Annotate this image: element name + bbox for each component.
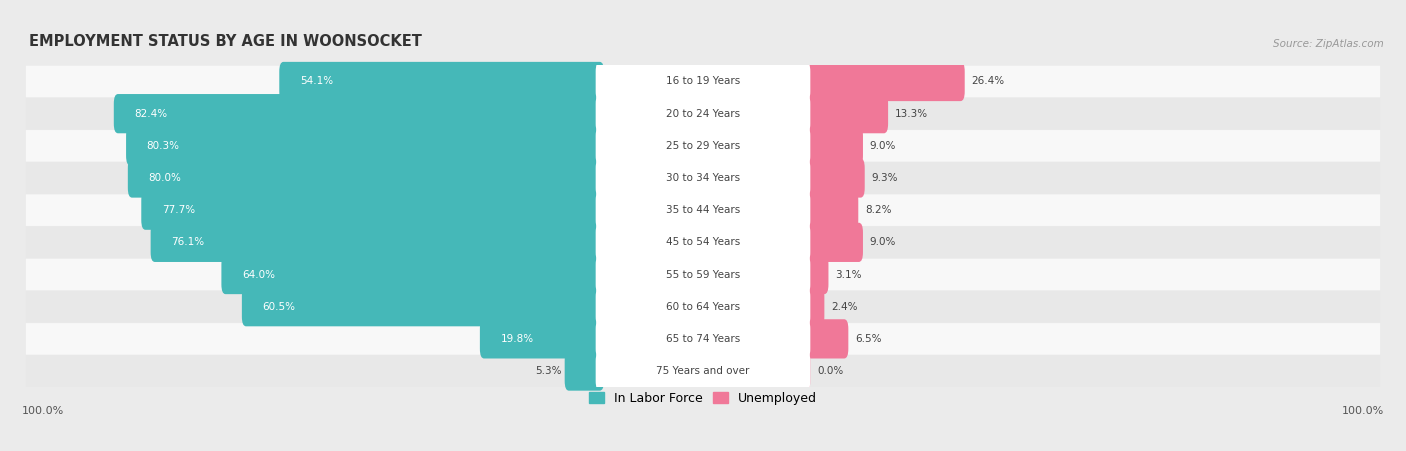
FancyBboxPatch shape [801, 223, 863, 262]
FancyBboxPatch shape [128, 158, 605, 198]
Text: 45 to 54 Years: 45 to 54 Years [666, 237, 740, 247]
FancyBboxPatch shape [596, 255, 810, 294]
Text: 9.3%: 9.3% [872, 173, 898, 183]
Text: 9.0%: 9.0% [870, 141, 896, 151]
Text: 25 to 29 Years: 25 to 29 Years [666, 141, 740, 151]
FancyBboxPatch shape [801, 191, 858, 230]
Text: 20 to 24 Years: 20 to 24 Years [666, 109, 740, 119]
FancyBboxPatch shape [596, 62, 810, 101]
FancyBboxPatch shape [114, 94, 605, 133]
Text: 13.3%: 13.3% [896, 109, 928, 119]
Text: 55 to 59 Years: 55 to 59 Years [666, 270, 740, 280]
Text: 82.4%: 82.4% [135, 109, 167, 119]
FancyBboxPatch shape [596, 126, 810, 166]
Text: 65 to 74 Years: 65 to 74 Years [666, 334, 740, 344]
Text: 76.1%: 76.1% [172, 237, 204, 247]
FancyBboxPatch shape [596, 319, 810, 359]
Text: 9.0%: 9.0% [870, 237, 896, 247]
FancyBboxPatch shape [280, 62, 605, 101]
FancyBboxPatch shape [25, 162, 1381, 194]
FancyBboxPatch shape [150, 223, 605, 262]
Text: 64.0%: 64.0% [242, 270, 276, 280]
Text: 100.0%: 100.0% [22, 406, 65, 416]
Text: EMPLOYMENT STATUS BY AGE IN WOONSOCKET: EMPLOYMENT STATUS BY AGE IN WOONSOCKET [28, 34, 422, 49]
FancyBboxPatch shape [25, 323, 1381, 354]
FancyBboxPatch shape [801, 319, 848, 359]
Text: 6.5%: 6.5% [855, 334, 882, 344]
FancyBboxPatch shape [565, 351, 605, 391]
Legend: In Labor Force, Unemployed: In Labor Force, Unemployed [583, 387, 823, 410]
FancyBboxPatch shape [25, 259, 1381, 290]
Text: 100.0%: 100.0% [1341, 406, 1384, 416]
Text: 19.8%: 19.8% [501, 334, 534, 344]
Text: Source: ZipAtlas.com: Source: ZipAtlas.com [1274, 39, 1384, 49]
FancyBboxPatch shape [25, 291, 1381, 322]
FancyBboxPatch shape [596, 351, 810, 391]
Text: 80.0%: 80.0% [149, 173, 181, 183]
FancyBboxPatch shape [596, 287, 810, 327]
FancyBboxPatch shape [596, 94, 810, 133]
FancyBboxPatch shape [596, 191, 810, 230]
Text: 2.4%: 2.4% [831, 302, 858, 312]
Text: 54.1%: 54.1% [299, 77, 333, 87]
FancyBboxPatch shape [801, 62, 965, 101]
FancyBboxPatch shape [596, 223, 810, 262]
FancyBboxPatch shape [242, 287, 605, 327]
Text: 3.1%: 3.1% [835, 270, 862, 280]
Text: 16 to 19 Years: 16 to 19 Years [666, 77, 740, 87]
FancyBboxPatch shape [25, 194, 1381, 226]
FancyBboxPatch shape [596, 158, 810, 198]
FancyBboxPatch shape [25, 98, 1381, 129]
FancyBboxPatch shape [801, 126, 863, 166]
Text: 60.5%: 60.5% [263, 302, 295, 312]
Text: 80.3%: 80.3% [146, 141, 180, 151]
FancyBboxPatch shape [801, 158, 865, 198]
Text: 60 to 64 Years: 60 to 64 Years [666, 302, 740, 312]
FancyBboxPatch shape [801, 287, 824, 327]
Text: 30 to 34 Years: 30 to 34 Years [666, 173, 740, 183]
Text: 75 Years and over: 75 Years and over [657, 366, 749, 376]
FancyBboxPatch shape [801, 255, 828, 294]
FancyBboxPatch shape [479, 319, 605, 359]
FancyBboxPatch shape [221, 255, 605, 294]
Text: 35 to 44 Years: 35 to 44 Years [666, 205, 740, 215]
FancyBboxPatch shape [801, 351, 810, 391]
Text: 26.4%: 26.4% [972, 77, 1005, 87]
Text: 5.3%: 5.3% [536, 366, 562, 376]
Text: 8.2%: 8.2% [865, 205, 891, 215]
FancyBboxPatch shape [25, 66, 1381, 97]
FancyBboxPatch shape [25, 130, 1381, 161]
Text: 0.0%: 0.0% [817, 366, 844, 376]
FancyBboxPatch shape [25, 355, 1381, 387]
FancyBboxPatch shape [127, 126, 605, 166]
FancyBboxPatch shape [141, 191, 605, 230]
Text: 77.7%: 77.7% [162, 205, 195, 215]
FancyBboxPatch shape [801, 94, 889, 133]
FancyBboxPatch shape [25, 226, 1381, 258]
